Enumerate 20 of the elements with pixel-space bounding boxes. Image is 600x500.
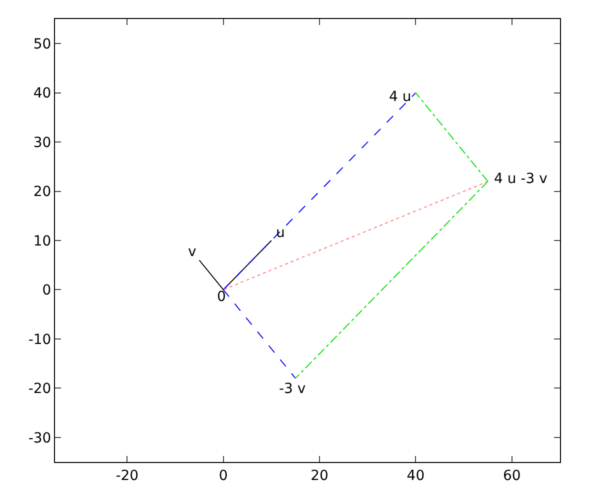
x-tick-label: 40	[406, 468, 425, 484]
y-tick-label: 30	[33, 134, 52, 151]
x-tick-label: 20	[310, 468, 328, 484]
x-tick-label: 0	[218, 468, 228, 484]
y-tick-label: -10	[28, 332, 52, 348]
annotation: 4 u -3 v	[494, 171, 548, 187]
annotation: -3 v	[279, 381, 306, 397]
y-tick-label: -30	[28, 430, 52, 446]
y-tick-label: 0	[42, 282, 52, 299]
y-tick-label: -20	[28, 381, 52, 398]
annotation: 0	[217, 289, 226, 305]
y-tick-label: 40	[33, 86, 52, 102]
x-tick-label: 60	[502, 468, 521, 484]
y-tick-label: 20	[33, 184, 52, 200]
x-tick-label: -20	[116, 468, 139, 484]
y-tick-label: 50	[33, 36, 52, 53]
annotation: 4 u	[389, 89, 412, 105]
annotation: v	[188, 244, 196, 260]
y-tick-label: 10	[33, 233, 52, 250]
annotation: u	[276, 225, 285, 241]
